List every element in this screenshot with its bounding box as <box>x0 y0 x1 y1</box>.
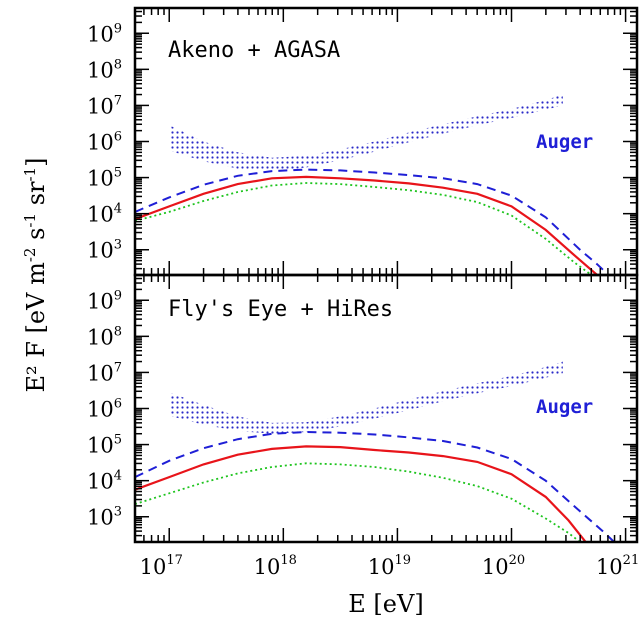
y-tick-label-bottom: 104 <box>87 469 122 494</box>
y-tick-label-bottom: 106 <box>87 397 122 422</box>
x-tick-label: 1020 <box>482 553 525 579</box>
x-tick-label: 1021 <box>596 553 639 579</box>
panel-top-auger-label: Auger <box>536 131 593 153</box>
x-tick-label: 1018 <box>254 553 297 579</box>
x-axis-label: E [eV] <box>348 590 423 618</box>
y-tick-label-bottom: 109 <box>87 288 122 313</box>
y-tick-label-top: 105 <box>87 166 122 191</box>
auger-band-bottom <box>169 361 563 434</box>
y-tick-label-top: 109 <box>87 21 122 46</box>
series-blue-dashed-top <box>135 168 610 275</box>
y-tick-label-bottom: 103 <box>87 505 122 530</box>
x-tick-label: 1017 <box>140 553 183 579</box>
auger-band-top <box>169 94 563 172</box>
panel-akeno-agasa: 103 104 105 106 107 108 109 Akeno + AGASA Auge… <box>87 6 639 277</box>
panel-top-title: Akeno + AGASA <box>168 38 340 63</box>
series-green-dotted-bottom <box>135 462 581 542</box>
y-tick-label-top: 106 <box>87 130 122 155</box>
series-green-dotted-top <box>135 182 592 275</box>
y-tick-label-top: 107 <box>87 93 122 118</box>
y-tick-label-bottom: 105 <box>87 433 122 458</box>
y-tick-label-top: 108 <box>87 57 122 82</box>
series-red-solid-top <box>135 175 598 275</box>
y-tick-label-top: 104 <box>87 202 122 227</box>
x-tick-labels: 1017 1018 1019 1020 1021 <box>140 553 640 579</box>
series-red-solid-bottom <box>135 445 587 542</box>
y-tick-label-top: 103 <box>87 238 122 263</box>
y-tick-label-bottom: 108 <box>87 324 122 349</box>
x-tick-label: 1019 <box>368 553 411 579</box>
series-blue-dashed-bottom <box>135 430 615 542</box>
y-tick-label-bottom: 107 <box>87 360 122 385</box>
panel-bottom-title: Fly's Eye + HiRes <box>168 297 393 322</box>
panel-bottom-auger-label: Auger <box>536 396 593 418</box>
y-axis-label: E² F [eV m-2 s-1 sr-1] <box>21 158 50 393</box>
